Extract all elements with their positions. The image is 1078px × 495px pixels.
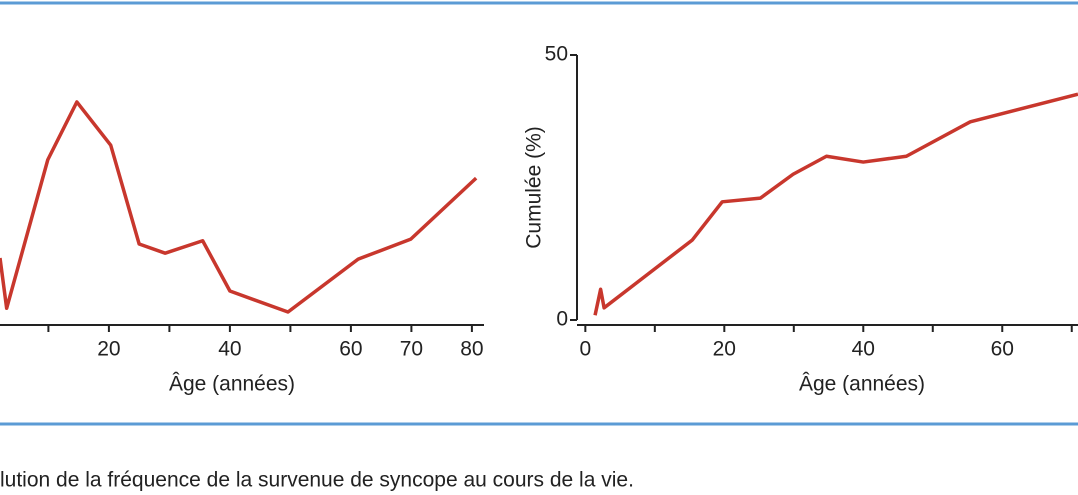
x-axis-label: Âge (années) <box>169 373 295 396</box>
x-tick-label: 80 <box>460 338 483 361</box>
y-axis-label: Cumulée (%) <box>523 126 546 249</box>
x-tick-label: 0 <box>579 338 591 361</box>
y-tick-label: 50 <box>545 43 568 66</box>
x-tick-label: 20 <box>97 338 120 361</box>
data-line <box>593 92 1078 316</box>
x-tick-label: 40 <box>218 338 241 361</box>
x-tick-label: 70 <box>400 338 423 361</box>
y-tick-label: 0 <box>556 308 568 331</box>
x-tick-label: 40 <box>852 338 875 361</box>
x-tick-label: 60 <box>991 338 1014 361</box>
x-axis-label: Âge (années) <box>799 373 925 396</box>
x-tick-label: 20 <box>713 338 736 361</box>
caption: lution de la fréquence de la survenue de… <box>0 469 634 492</box>
data-line <box>0 100 478 314</box>
x-tick-label: 60 <box>339 338 362 361</box>
